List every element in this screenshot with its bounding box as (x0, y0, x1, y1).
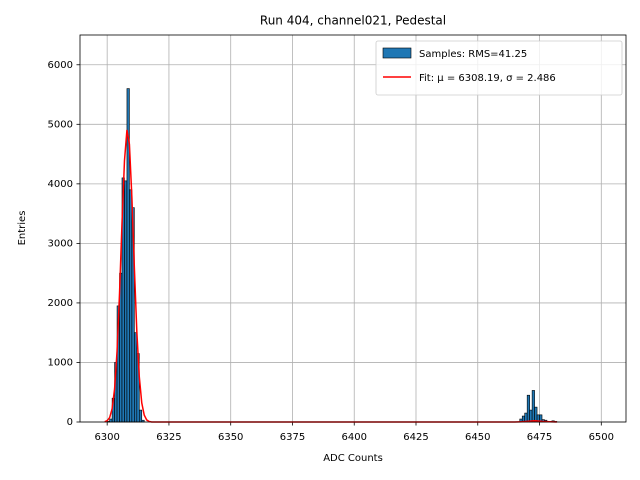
histogram-bar (526, 394, 530, 423)
y-tick-label: 2000 (48, 298, 73, 309)
y-tick-label: 5000 (48, 119, 73, 130)
histogram-bar (134, 332, 138, 423)
legend-swatch (382, 47, 412, 59)
x-tick-label: 6375 (280, 432, 305, 443)
x-tick-label: 6500 (589, 432, 614, 443)
histogram-bar (534, 406, 538, 423)
histogram-bar (524, 412, 528, 423)
x-tick-label: 6425 (403, 432, 428, 443)
histogram-bar (531, 390, 535, 423)
y-axis-label: Entries (17, 211, 28, 246)
y-tick-label: 4000 (48, 179, 73, 190)
chart-title: Run 404, channel021, Pedestal (260, 14, 446, 28)
fit-line (104, 129, 557, 423)
x-tick-label: 6325 (156, 432, 181, 443)
x-tick-label: 6400 (342, 432, 367, 443)
x-axis-label: ADC Counts (323, 453, 383, 464)
histogram-bar (529, 409, 533, 423)
legend-box (375, 40, 623, 96)
y-tick-label: 6000 (48, 60, 73, 71)
x-tick-label: 6300 (94, 432, 119, 443)
histogram-bar (129, 189, 133, 423)
legend-label: Fit: μ = 6308.19, σ = 2.486 (419, 73, 556, 84)
legend-label: Samples: RMS=41.25 (419, 49, 527, 60)
y-tick-label: 3000 (48, 238, 73, 249)
y-tick-label: 1000 (48, 357, 73, 368)
x-tick-label: 6350 (218, 432, 243, 443)
y-tick-label: 0 (67, 417, 73, 428)
x-tick-label: 6450 (465, 432, 490, 443)
axes-frame (79, 34, 627, 423)
x-tick-label: 6475 (527, 432, 552, 443)
histogram-bar (109, 418, 113, 423)
histogram-bar (124, 180, 128, 423)
histogram-bar (138, 409, 143, 423)
